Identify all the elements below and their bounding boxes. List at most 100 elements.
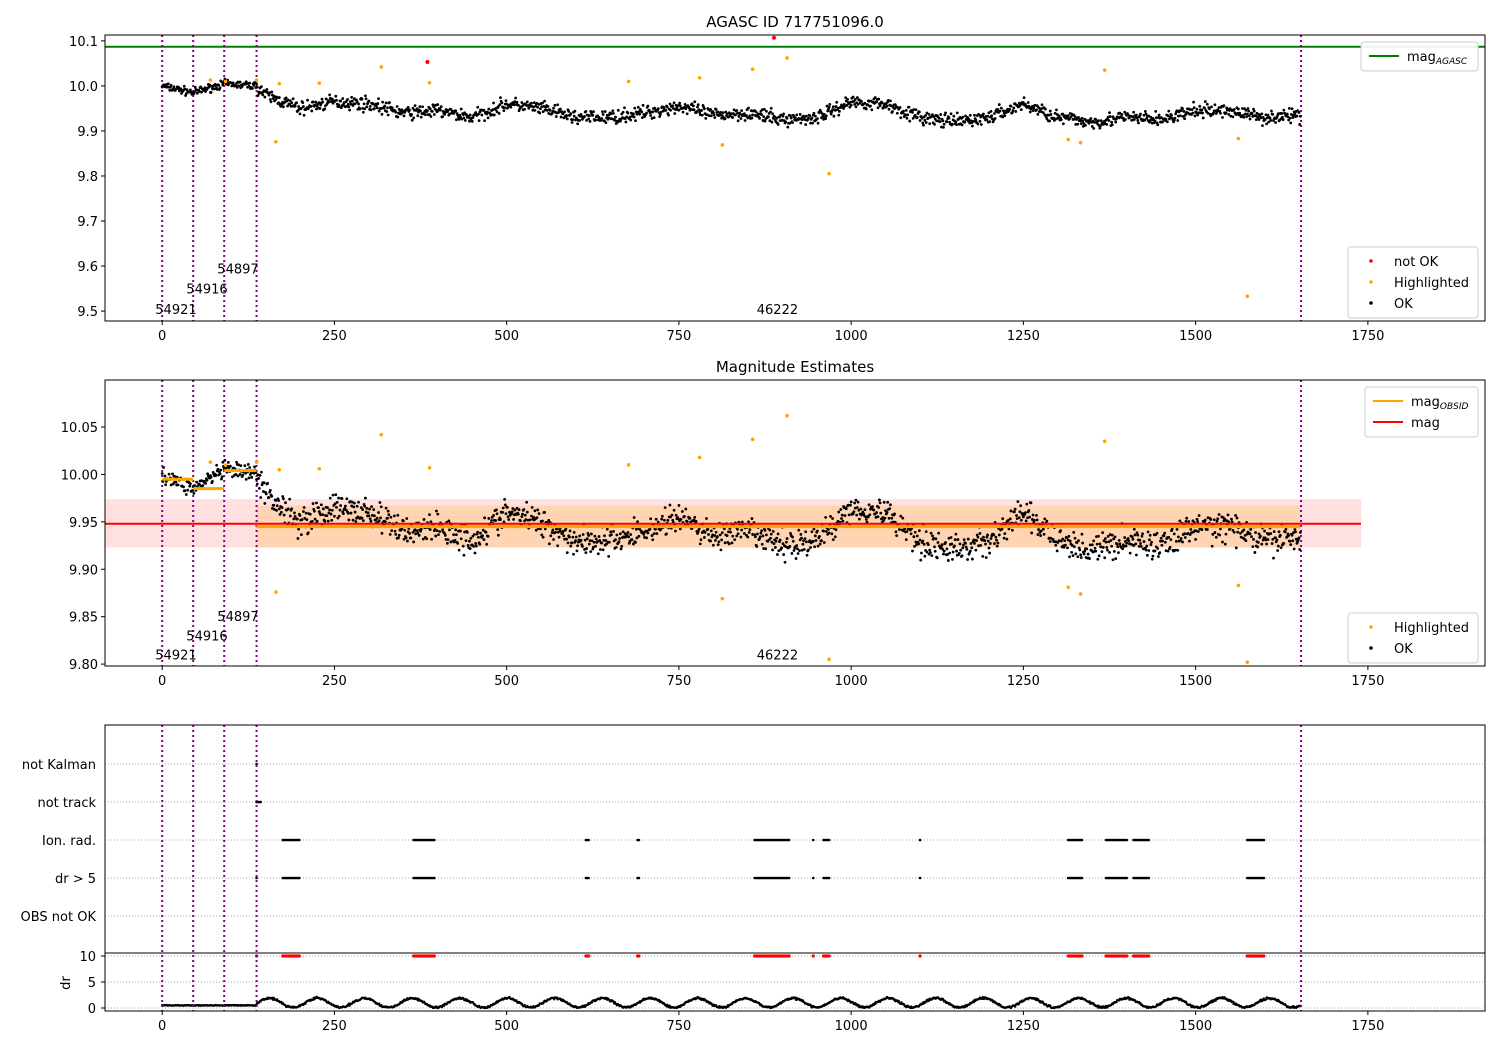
- ok-point: [921, 121, 925, 125]
- ok-point: [1104, 540, 1108, 544]
- ok-point: [551, 528, 555, 532]
- ok-point: [769, 110, 772, 114]
- ok-point: [1078, 548, 1082, 552]
- ok-point: [1097, 554, 1101, 558]
- ok-point: [1000, 527, 1004, 531]
- ok-point: [589, 550, 593, 554]
- ok-point: [566, 541, 570, 545]
- ok-point: [266, 481, 269, 485]
- ok-point: [415, 107, 419, 111]
- ok-point: [714, 530, 718, 534]
- ok-point: [260, 483, 264, 487]
- ok-point: [487, 107, 491, 111]
- ok-point: [164, 483, 168, 487]
- ok-point: [342, 101, 346, 105]
- ok-point: [854, 105, 858, 109]
- ok-point: [1269, 532, 1273, 535]
- ok-point: [663, 518, 666, 522]
- x-tick-label: 1000: [835, 329, 868, 344]
- ok-point: [1094, 118, 1098, 121]
- ok-point: [986, 114, 989, 118]
- ok-point: [288, 99, 292, 103]
- ok-point: [1167, 109, 1171, 113]
- ok-point: [528, 518, 532, 522]
- ok-point: [1110, 533, 1114, 537]
- ok-point: [772, 542, 776, 546]
- ok-point: [308, 512, 312, 516]
- ok-point: [322, 507, 325, 511]
- ok-point: [654, 517, 658, 521]
- ok-point: [536, 508, 540, 512]
- ok-point: [997, 103, 1001, 106]
- ok-point: [618, 537, 622, 540]
- ok-point: [776, 553, 779, 556]
- ok-point: [243, 464, 247, 467]
- flag-point: [433, 876, 436, 880]
- ok-point: [383, 104, 387, 108]
- ok-point: [1287, 106, 1291, 110]
- not-ok-point: [425, 60, 430, 65]
- ok-point: [333, 514, 336, 518]
- ok-point: [416, 114, 420, 118]
- y-tick-label: 10.05: [61, 421, 98, 436]
- ok-point: [464, 539, 468, 543]
- ok-point: [541, 519, 544, 523]
- ok-point: [902, 529, 905, 533]
- ok-point: [1271, 113, 1275, 116]
- ok-point: [996, 541, 1000, 545]
- ok-point: [1242, 115, 1246, 119]
- ok-point: [617, 540, 621, 544]
- ok-point: [351, 518, 355, 522]
- ok-point: [1290, 533, 1294, 537]
- x-tick-label: 250: [322, 674, 347, 689]
- highlighted-point: [697, 75, 702, 80]
- ok-point: [412, 540, 416, 544]
- ok-point: [1101, 531, 1105, 535]
- ok-point: [1188, 539, 1191, 543]
- ok-point: [770, 120, 774, 124]
- ok-point: [377, 97, 380, 101]
- ok-point: [1013, 510, 1016, 514]
- ok-point: [641, 103, 645, 107]
- legend: [1347, 612, 1479, 664]
- ok-point: [717, 540, 721, 544]
- ok-point: [459, 537, 463, 541]
- ok-point: [323, 107, 327, 111]
- ok-point: [259, 470, 263, 474]
- ok-point: [340, 497, 344, 500]
- ok-point: [1168, 545, 1172, 549]
- ok-point: [1011, 109, 1015, 112]
- ok-point: [251, 87, 254, 90]
- ok-point: [971, 124, 974, 128]
- ok-point: [1001, 517, 1005, 521]
- ok-point: [334, 94, 338, 98]
- ok-point: [691, 104, 695, 108]
- ok-point: [791, 539, 795, 543]
- ok-point: [961, 546, 965, 550]
- ok-point: [525, 100, 529, 104]
- ok-point: [318, 107, 322, 110]
- ok-point: [925, 111, 929, 115]
- ok-point: [486, 116, 490, 120]
- ok-point: [867, 503, 871, 507]
- ok-point: [852, 510, 856, 514]
- ok-point: [530, 514, 533, 518]
- ok-point: [790, 552, 794, 555]
- ok-point: [1145, 116, 1149, 120]
- ok-point: [583, 538, 587, 542]
- ok-point: [1123, 110, 1127, 114]
- ok-point: [1131, 537, 1135, 541]
- ok-point: [247, 476, 251, 480]
- ok-point: [1149, 115, 1153, 119]
- ok-point: [1183, 536, 1187, 539]
- ok-point: [1243, 112, 1247, 116]
- ok-point: [354, 520, 358, 523]
- ok-point: [1121, 116, 1125, 120]
- ok-point: [499, 518, 502, 521]
- ok-point: [293, 514, 297, 518]
- ok-point: [1248, 117, 1252, 121]
- ok-point: [1246, 107, 1250, 110]
- ok-point: [679, 517, 683, 521]
- ok-point: [753, 535, 757, 539]
- ok-point: [876, 515, 880, 518]
